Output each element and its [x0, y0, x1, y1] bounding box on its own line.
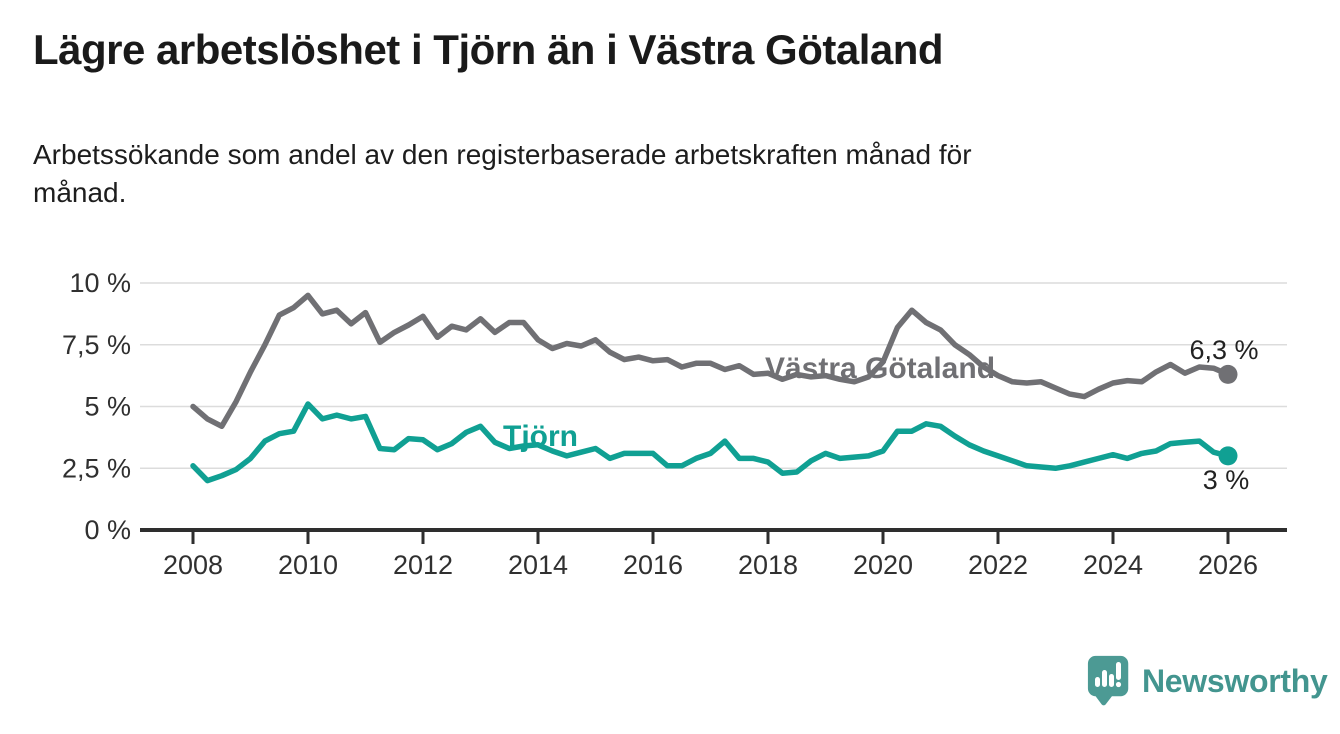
y-axis-labels: 0 % 2,5 % 5 % 7,5 % 10 %: [62, 268, 131, 545]
x-axis-ticks: [191, 532, 1230, 544]
chart-title: Lägre arbetslöshet i Tjörn än i Västra G…: [33, 26, 944, 73]
x-tick-label: 2018: [738, 550, 798, 580]
x-tick-label: 2024: [1083, 550, 1143, 580]
x-tick-label: 2020: [853, 550, 913, 580]
tjorn-value-label: 3 %: [1203, 465, 1250, 495]
vastra-gotaland-line: [190, 292, 1231, 430]
tjorn-series-label: Tjörn: [503, 420, 578, 453]
y-tick-label: 7,5 %: [62, 330, 131, 360]
chart-subtitle-line-1: Arbetssökande som andel av den registerb…: [33, 139, 972, 170]
chart-subtitle-line-2: månad.: [33, 177, 127, 208]
gridlines: [140, 282, 1287, 469]
vastra-gotaland-value-label: 6,3 %: [1189, 335, 1258, 365]
newsworthy-logo-icon: [1087, 655, 1129, 706]
tjorn-end-dot: [1218, 446, 1238, 466]
newsworthy-logo: Newsworthy: [1086, 654, 1328, 708]
vastra-gotaland-end-dot: [1218, 364, 1238, 384]
x-tick-label: 2014: [508, 550, 568, 580]
y-tick-label: 10 %: [69, 268, 131, 298]
y-tick-label: 0 %: [84, 515, 131, 545]
x-tick-label: 2012: [393, 550, 453, 580]
y-tick-label: 5 %: [84, 392, 131, 422]
x-tick-label: 2008: [163, 550, 223, 580]
tjorn-line: [190, 401, 1231, 484]
x-tick-label: 2026: [1198, 550, 1258, 580]
chart-subtitle: Arbetssökande som andel av den registerb…: [33, 136, 972, 212]
x-axis-labels: 2008 2010 2012 2014 2016 2018 2020 2022 2024 2026: [163, 550, 1258, 580]
y-tick-label: 2,5 %: [62, 453, 131, 483]
x-tick-label: 2016: [623, 550, 683, 580]
x-tick-label: 2022: [968, 550, 1028, 580]
x-tick-label: 2010: [278, 550, 338, 580]
vastra-gotaland-series-label: Västra Götaland: [765, 352, 995, 385]
newsworthy-logo-text: Newsworthy: [1142, 662, 1328, 699]
